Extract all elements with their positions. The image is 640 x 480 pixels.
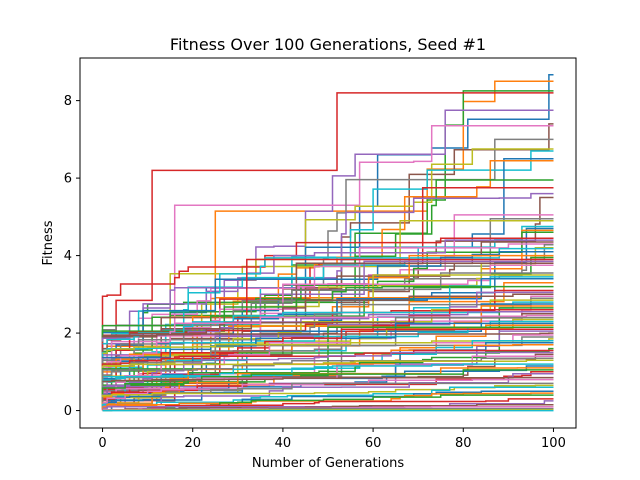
series-line [102, 394, 554, 411]
y-tick-label: 4 [64, 249, 72, 264]
x-tick-label: 0 [98, 436, 106, 451]
x-tick-label: 100 [541, 436, 566, 451]
series-line [102, 332, 554, 337]
y-tick-label: 0 [64, 404, 72, 419]
x-tick-label: 40 [275, 436, 292, 451]
series-line [102, 376, 554, 383]
series-line [101, 392, 554, 409]
series-line [102, 187, 554, 402]
x-axis: 0 20 40 60 80 100 [98, 428, 566, 451]
series-line [101, 384, 554, 397]
series-line [101, 349, 554, 366]
series-line [102, 322, 554, 359]
x-tick-label: 60 [365, 436, 382, 451]
series-line [102, 125, 554, 327]
series-line [101, 239, 554, 363]
y-axis-label: Fitness [41, 220, 56, 265]
series-line [101, 369, 554, 395]
y-tick-label: 8 [64, 94, 72, 109]
x-axis-label: Number of Generations [252, 456, 405, 471]
series-line [102, 400, 554, 409]
series-line [102, 378, 554, 404]
y-axis: 0 2 4 6 8 [64, 94, 80, 419]
series-line [101, 272, 554, 396]
series-line [102, 351, 554, 395]
series-layer [101, 73, 554, 412]
series-line [102, 359, 554, 367]
series-line [102, 338, 554, 355]
series-line [102, 314, 554, 367]
series-line [101, 386, 554, 408]
y-tick-label: 6 [64, 172, 72, 187]
y-tick-label: 2 [64, 327, 72, 342]
x-tick-label: 20 [184, 436, 201, 451]
chart-title: Fitness Over 100 Generations, Seed #1 [170, 35, 486, 54]
plot-frame [79, 57, 577, 429]
series-line [101, 311, 554, 342]
series-line [102, 363, 554, 381]
x-tick-label: 80 [455, 436, 472, 451]
series-line [101, 237, 554, 328]
